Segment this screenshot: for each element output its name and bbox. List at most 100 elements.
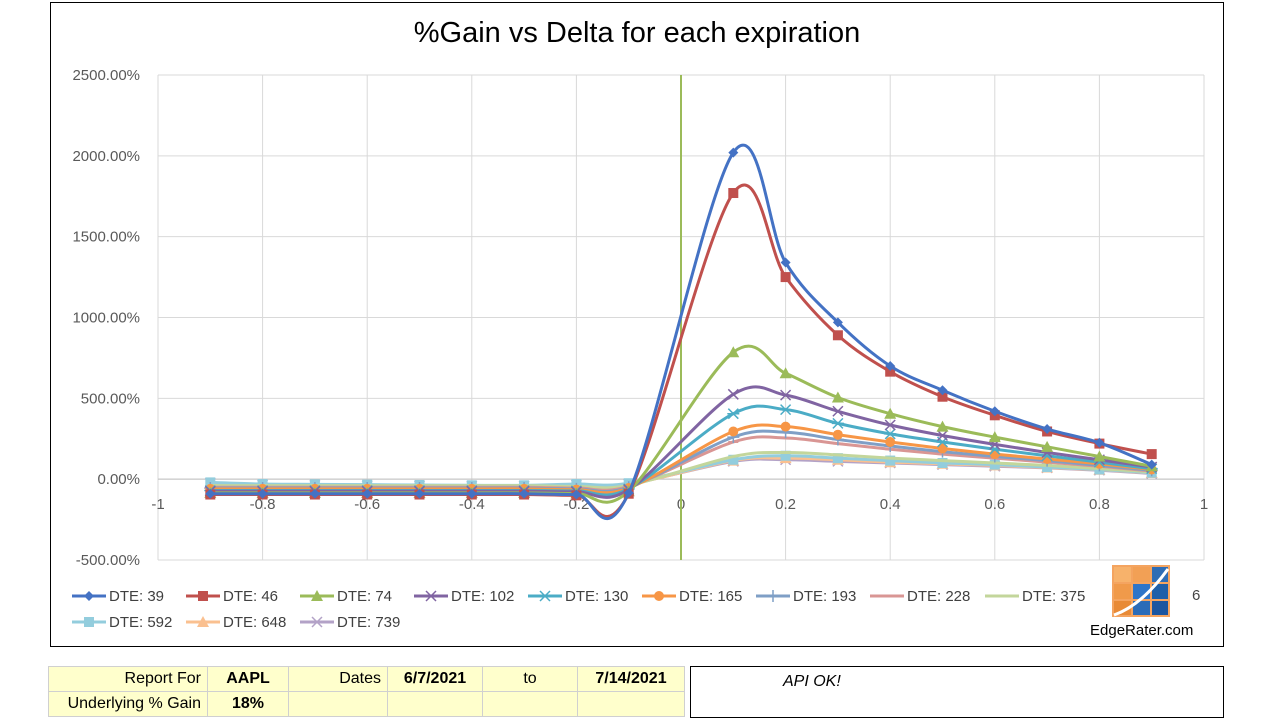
data-point-1 xyxy=(623,487,634,498)
report-table: Report For AAPL Dates 6/7/2021 to 7/14/2… xyxy=(48,666,685,717)
data-point-1 xyxy=(1094,437,1105,448)
legend-swatch-marker xyxy=(197,616,209,627)
status-box: API OK! xyxy=(690,666,1224,718)
x-tick-label: -0.4 xyxy=(459,496,485,513)
data-point-2 xyxy=(728,188,739,199)
legend-item-1: DTE: 39 xyxy=(72,588,164,605)
data-point-6 xyxy=(832,429,843,440)
data-point-1 xyxy=(1042,424,1053,435)
legend-item-11: DTE: 648 xyxy=(186,614,286,631)
start-date-value: 6/7/2021 xyxy=(387,666,483,692)
data-point-5 xyxy=(727,408,740,420)
data-point-1 xyxy=(728,147,739,158)
data-point-4 xyxy=(832,405,844,417)
data-point-2 xyxy=(937,391,948,402)
data-point-1 xyxy=(466,488,477,499)
data-point-1 xyxy=(885,361,896,371)
to-label: to xyxy=(482,666,578,692)
data-point-5 xyxy=(831,417,844,429)
legend-label: DTE: 193 xyxy=(793,588,856,605)
data-point-10 xyxy=(832,453,843,464)
chart-frame xyxy=(50,2,1224,647)
legend-label: DTE: 39 xyxy=(109,588,164,605)
data-point-1 xyxy=(257,488,268,499)
data-point-1 xyxy=(571,489,582,500)
legend-swatch-marker xyxy=(84,617,94,627)
legend-swatch-marker xyxy=(539,590,551,602)
stray-label: 6 xyxy=(1192,587,1201,604)
data-point-6 xyxy=(937,443,948,454)
edgerater-logo-icon xyxy=(1112,565,1170,617)
legend-item-9: DTE: 375 xyxy=(985,588,1085,605)
legend-item-10: DTE: 592 xyxy=(72,614,172,631)
data-point-4 xyxy=(936,429,949,442)
legend-swatch-marker xyxy=(198,591,208,601)
data-point-1 xyxy=(205,488,216,499)
data-point-10 xyxy=(728,454,739,465)
legend-label: DTE: 165 xyxy=(679,588,742,605)
data-point-4 xyxy=(780,389,792,401)
legend-item-8: DTE: 228 xyxy=(870,588,970,605)
y-tick-label: 500.00% xyxy=(81,390,140,407)
legend-label: DTE: 102 xyxy=(451,588,514,605)
legend-label: DTE: 592 xyxy=(109,614,172,631)
data-point-1 xyxy=(362,488,373,499)
data-point-4 xyxy=(727,388,739,400)
legend-swatch-marker xyxy=(654,591,664,601)
legend-label: DTE: 74 xyxy=(337,588,392,605)
data-point-5 xyxy=(779,404,792,416)
legend-item-12: DTE: 739 xyxy=(300,614,400,631)
legend-label: DTE: 46 xyxy=(223,588,278,605)
x-tick-label: -0.6 xyxy=(354,496,380,513)
data-point-1 xyxy=(780,257,791,268)
data-point-3 xyxy=(884,407,897,419)
data-point-4 xyxy=(884,419,896,431)
empty-cell xyxy=(577,691,685,717)
data-point-3 xyxy=(988,431,1001,443)
data-point-10 xyxy=(780,450,791,461)
data-point-2 xyxy=(832,330,843,341)
legend-label: DTE: 228 xyxy=(907,588,970,605)
underlying-label: Underlying % Gain xyxy=(48,691,208,717)
data-point-2 xyxy=(1146,449,1157,460)
legend-swatch-marker xyxy=(311,616,323,628)
y-tick-label: -500.00% xyxy=(76,552,140,569)
empty-cell xyxy=(482,691,578,717)
ticker-value: AAPL xyxy=(207,666,289,692)
data-point-3 xyxy=(936,420,949,432)
legend-swatch-marker xyxy=(767,590,779,602)
x-tick-label: -1 xyxy=(151,496,164,513)
legend-label: DTE: 648 xyxy=(223,614,286,631)
legend-label: DTE: 130 xyxy=(565,588,628,605)
data-point-6 xyxy=(885,436,896,447)
underlying-value: 18% xyxy=(207,691,289,717)
end-date-value: 7/14/2021 xyxy=(577,666,685,692)
data-point-1 xyxy=(989,406,1000,417)
data-point-1 xyxy=(309,488,320,499)
y-tick-label: 0.00% xyxy=(97,471,140,488)
legend-layer: DTE: 39 DTE: 46 DTE: 74 DTE: 102 DTE: 130 DTE… xyxy=(72,588,1085,631)
y-tick-label: 1000.00% xyxy=(72,310,140,327)
x-tick-label: -0.8 xyxy=(250,496,276,513)
data-point-10 xyxy=(885,455,896,466)
legend-item-7: DTE: 193 xyxy=(756,588,856,605)
chart-title: %Gain vs Delta for each expiration xyxy=(414,17,861,49)
data-point-3 xyxy=(1093,450,1106,462)
y-tick-label: 1500.00% xyxy=(72,229,140,246)
data-point-1 xyxy=(937,385,948,396)
data-point-2 xyxy=(885,366,896,377)
series-layer xyxy=(204,143,1158,521)
legend-item-6: DTE: 165 xyxy=(642,588,742,605)
data-point-1 xyxy=(519,488,530,499)
legend-swatch-marker xyxy=(311,590,323,601)
data-point-3 xyxy=(727,346,740,358)
legend-item-3: DTE: 74 xyxy=(300,588,392,605)
y-tick-label: 2500.00% xyxy=(72,67,140,84)
legend-item-5: DTE: 130 xyxy=(528,588,628,605)
logo-text: EdgeRater.com xyxy=(1090,622,1194,639)
api-status-text: API OK! xyxy=(783,673,841,690)
x-tick-label: 0.8 xyxy=(1089,496,1110,513)
data-point-1 xyxy=(1146,459,1157,470)
data-point-6 xyxy=(780,421,791,432)
x-tick-label: 1 xyxy=(1200,496,1208,513)
